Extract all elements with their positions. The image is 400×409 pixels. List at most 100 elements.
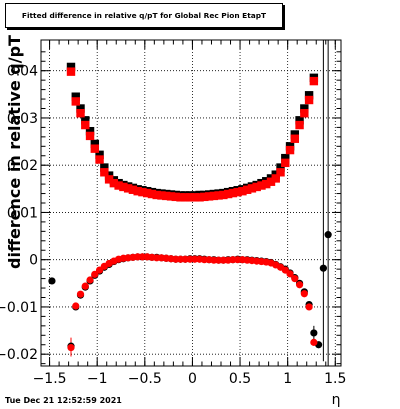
circle-marker xyxy=(310,329,318,337)
x-axis-label: η xyxy=(332,392,341,408)
timestamp: Tue Dec 21 12:52:59 2021 xyxy=(5,396,122,405)
square-marker xyxy=(200,192,209,202)
square-marker xyxy=(219,190,228,200)
square-marker xyxy=(133,186,142,196)
square-marker xyxy=(295,116,304,125)
square-marker xyxy=(195,193,204,202)
square-marker xyxy=(76,109,85,118)
square-marker xyxy=(281,153,290,163)
square-marker xyxy=(252,182,261,192)
square-marker xyxy=(147,189,157,199)
data-markers xyxy=(48,62,332,352)
plot-frame xyxy=(40,39,342,367)
x-tick-label: −1.5 xyxy=(33,371,67,387)
y-tick-label: 0.03 xyxy=(7,111,38,127)
square-marker xyxy=(76,104,85,113)
square-marker xyxy=(257,181,266,190)
square-marker xyxy=(223,189,233,199)
square-marker xyxy=(185,193,195,202)
x-tick-label: 0 xyxy=(188,371,197,387)
x-tick-label: 0.5 xyxy=(229,371,251,387)
y-tick-label: 0.04 xyxy=(7,64,38,80)
square-marker xyxy=(123,184,133,193)
square-marker xyxy=(304,91,314,100)
y-tick-label: 0 xyxy=(29,253,38,269)
square-marker xyxy=(66,62,76,72)
square-marker xyxy=(276,163,285,172)
square-marker xyxy=(66,67,76,76)
chart-title: Fitted difference in relative q/pT for G… xyxy=(21,11,267,20)
square-marker xyxy=(238,186,247,196)
square-marker xyxy=(271,174,280,183)
square-marker xyxy=(152,190,161,200)
square-marker xyxy=(285,145,295,155)
square-marker xyxy=(304,95,314,105)
square-marker xyxy=(281,158,290,168)
square-marker xyxy=(228,188,238,198)
square-marker xyxy=(247,184,257,193)
square-marker xyxy=(300,104,309,113)
title-box: Fitted difference in relative q/pT for G… xyxy=(5,3,283,28)
square-marker xyxy=(100,168,109,177)
square-marker xyxy=(104,175,114,184)
square-marker xyxy=(85,126,95,136)
circle-marker xyxy=(86,276,94,284)
circle-marker xyxy=(76,290,85,298)
circle-marker xyxy=(48,277,56,285)
square-marker xyxy=(171,192,180,202)
square-marker xyxy=(214,191,223,200)
square-marker xyxy=(162,191,171,201)
square-marker xyxy=(114,181,123,190)
circle-marker xyxy=(91,270,99,278)
circle-marker xyxy=(286,270,294,278)
square-marker xyxy=(85,131,95,141)
y-axis-label: difference in relative q/pT xyxy=(5,35,24,269)
circle-marker xyxy=(291,274,299,283)
square-marker xyxy=(242,185,252,194)
square-marker xyxy=(71,92,80,101)
square-marker xyxy=(142,188,152,198)
circle-marker xyxy=(67,343,75,352)
square-marker xyxy=(71,97,80,106)
y-axis-ticks: −0.02 −0.01 0 0.01 0.02 0.03 0.04 xyxy=(0,51,341,365)
y-tick-label: 0.02 xyxy=(7,158,38,174)
square-marker xyxy=(266,177,276,186)
circle-marker xyxy=(300,290,308,298)
circle-marker xyxy=(81,282,89,290)
square-marker xyxy=(290,130,300,139)
square-marker xyxy=(209,191,219,201)
x-tick-label: −0.5 xyxy=(128,371,162,387)
x-tick-label: 1 xyxy=(283,371,292,387)
x-tick-label: 1.5 xyxy=(324,371,346,387)
square-marker xyxy=(181,193,190,202)
square-marker xyxy=(290,134,300,143)
square-marker xyxy=(100,163,109,172)
square-marker xyxy=(309,76,319,86)
circle-marker xyxy=(324,231,332,239)
square-marker xyxy=(81,120,90,130)
square-marker xyxy=(295,120,304,130)
circle-marker xyxy=(72,302,80,310)
circle-marker xyxy=(305,303,313,311)
square-marker xyxy=(109,178,119,188)
circle-marker xyxy=(295,281,304,289)
square-marker xyxy=(138,187,147,197)
square-marker xyxy=(176,193,185,202)
x-tick-label: −1 xyxy=(87,371,108,387)
square-marker xyxy=(157,191,166,200)
square-marker xyxy=(90,139,100,149)
square-marker xyxy=(166,192,176,201)
y-tick-label: −0.02 xyxy=(0,347,38,363)
grid-lines xyxy=(41,40,341,366)
square-marker xyxy=(95,150,104,160)
square-marker xyxy=(119,182,128,192)
error-bars xyxy=(70,40,329,366)
y-tick-label: −0.01 xyxy=(0,300,38,316)
square-marker xyxy=(190,193,200,202)
square-marker xyxy=(233,187,242,197)
circle-marker xyxy=(310,338,318,346)
y-tick-label: 0.01 xyxy=(7,205,38,221)
square-marker xyxy=(262,179,271,189)
square-marker xyxy=(95,155,104,164)
